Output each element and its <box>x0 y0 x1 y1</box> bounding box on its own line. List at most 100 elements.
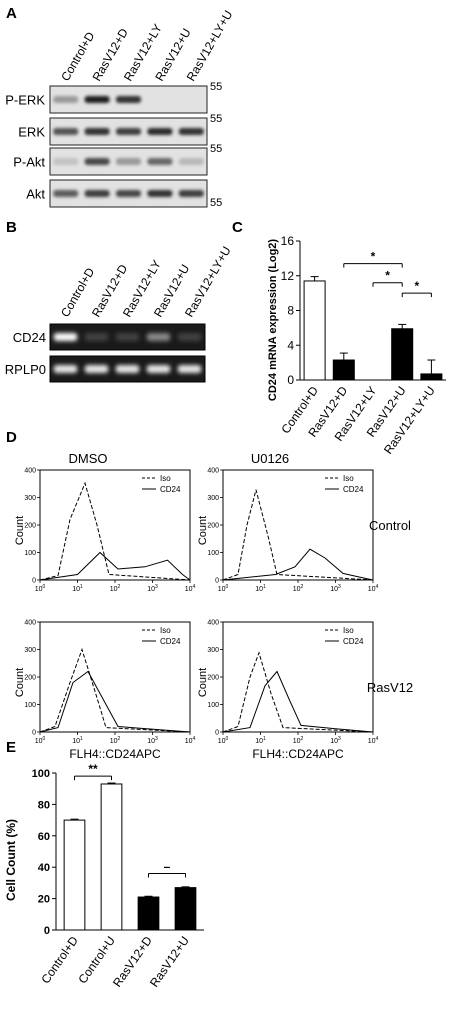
histogram-y-tick-label: 0 <box>215 730 219 737</box>
column-label-u0126: U0126 <box>251 451 289 466</box>
chart-y-tick-label: 8 <box>287 304 294 318</box>
gel-lane-label: RasV12+LY+U <box>182 244 234 320</box>
chart-y-tick-label: 40 <box>38 862 50 874</box>
significance-label: – <box>164 859 171 873</box>
gel-band <box>53 365 78 373</box>
panel-a-blots: P-ERK 55 ERK 55 P-Akt 55 Akt 55 <box>5 81 222 209</box>
chart-y-tick-label: 100 <box>32 768 50 780</box>
legend-iso-label: Iso <box>160 474 171 483</box>
histogram-x-tick-label: 102 <box>293 736 304 745</box>
histogram-x-tick-label: 104 <box>368 736 379 745</box>
histogram-x-tick-label: 100 <box>218 736 229 745</box>
significance-label: ** <box>88 762 98 776</box>
histogram-y-tick-label: 400 <box>24 620 36 627</box>
blot-band <box>178 128 204 135</box>
blot-band <box>147 158 173 165</box>
iso-histogram-curve <box>222 651 374 733</box>
gel-band <box>84 333 109 341</box>
blot-band <box>115 190 142 197</box>
blot-band <box>53 128 79 135</box>
blot-band <box>84 158 110 165</box>
chart-y-tick-label: 4 <box>287 338 294 352</box>
histogram-y-tick-label: 400 <box>24 468 36 475</box>
blot-band <box>84 96 110 103</box>
legend-iso-label: Iso <box>160 626 171 635</box>
blot-band <box>53 190 79 197</box>
chart-c: 0481216Control+DRasV12+DRasV12+LYRasV12+… <box>278 234 446 457</box>
iso-histogram-curve <box>39 481 191 581</box>
chart-y-tick-label: 20 <box>38 894 50 906</box>
blot-band <box>53 96 79 103</box>
histogram-x-tick-label: 101 <box>255 736 266 745</box>
histogram-y-tick-label: 300 <box>24 495 36 502</box>
blot-band <box>84 190 110 197</box>
histogram-y-axis-label: Count <box>197 668 209 697</box>
panel-label-b: B <box>6 219 17 236</box>
significance-label: * <box>371 250 376 264</box>
blot-row-label: P-Akt <box>13 155 45 170</box>
gel-band <box>146 365 171 373</box>
blot-band <box>178 190 204 197</box>
cd24-histogram-curve <box>222 670 374 733</box>
histogram-x-tick-label: 103 <box>147 736 158 745</box>
chart-y-tick-label: 16 <box>281 234 295 248</box>
histogram-y-tick-label: 400 <box>207 620 219 627</box>
panel-label-a: A <box>6 5 17 22</box>
blot-marker: 55 <box>210 81 222 93</box>
legend-cd24-label: CD24 <box>160 485 181 494</box>
histogram-y-axis-label: Count <box>197 516 209 545</box>
blot-marker: 55 <box>210 143 222 155</box>
panel-label-c: C <box>232 219 243 236</box>
legend-iso-label: Iso <box>343 626 354 635</box>
legend-cd24-label: CD24 <box>343 637 364 646</box>
chart-bar <box>63 819 86 931</box>
chart-e: 020406080100Control+DControl+URasV12+DRa… <box>32 762 204 990</box>
histogram-x-axis-label: FLH4::CD24APC <box>69 747 161 761</box>
gel-band <box>53 333 78 341</box>
histogram-x-tick-label: 103 <box>330 736 341 745</box>
chart-bar <box>137 896 160 931</box>
histogram-x-tick-label: 100 <box>218 584 229 593</box>
histogram-y-tick-label: 0 <box>32 730 36 737</box>
chart-bar <box>332 359 355 381</box>
column-label-dmso: DMSO <box>69 451 108 466</box>
histogram-x-tick-label: 100 <box>35 584 46 593</box>
cd24-histogram-curve <box>222 548 374 581</box>
blot-band <box>147 128 173 135</box>
blot-row-label: ERK <box>18 125 45 140</box>
histogram-y-tick-label: 100 <box>207 702 219 709</box>
row-label-rasv12: RasV12 <box>367 680 413 695</box>
histogram-y-axis-label: Count <box>14 516 26 545</box>
legend-iso-label: Iso <box>343 474 354 483</box>
chart-y-tick-label: 60 <box>38 831 50 843</box>
histogram-x-tick-label: 103 <box>330 584 341 593</box>
iso-histogram-curve <box>39 647 191 733</box>
chart-e-y-axis-label: Cell Count (%) <box>4 819 18 901</box>
blot-band <box>84 128 110 135</box>
blot-row-label: P-ERK <box>5 93 45 108</box>
histogram-x-tick-label: 104 <box>185 736 196 745</box>
chart-bar <box>420 373 443 381</box>
chart-y-tick-label: 12 <box>281 269 295 283</box>
cd24-histogram-curve <box>39 551 191 581</box>
chart-bar <box>100 783 123 931</box>
chart-bar <box>174 887 197 931</box>
gel-band <box>115 333 140 341</box>
histogram-y-tick-label: 300 <box>207 495 219 502</box>
histogram-y-tick-label: 200 <box>24 675 36 682</box>
significance-label: * <box>414 279 419 293</box>
histogram-x-tick-label: 102 <box>110 736 121 745</box>
panel-label-e: E <box>6 739 16 756</box>
blot-band <box>147 190 173 197</box>
legend-cd24-label: CD24 <box>160 637 181 646</box>
histogram-y-tick-label: 400 <box>207 468 219 475</box>
histogram-y-tick-label: 100 <box>24 702 36 709</box>
blot-band <box>115 158 142 165</box>
blot-band <box>115 128 142 135</box>
histogram-y-tick-label: 100 <box>24 550 36 557</box>
gel-band <box>177 333 202 341</box>
histogram-y-tick-label: 0 <box>215 578 219 585</box>
histogram-x-tick-label: 104 <box>368 584 379 593</box>
panel-b-lane-labels: Control+DRasV12+DRasV12+LYRasV12+URasV12… <box>58 244 234 320</box>
